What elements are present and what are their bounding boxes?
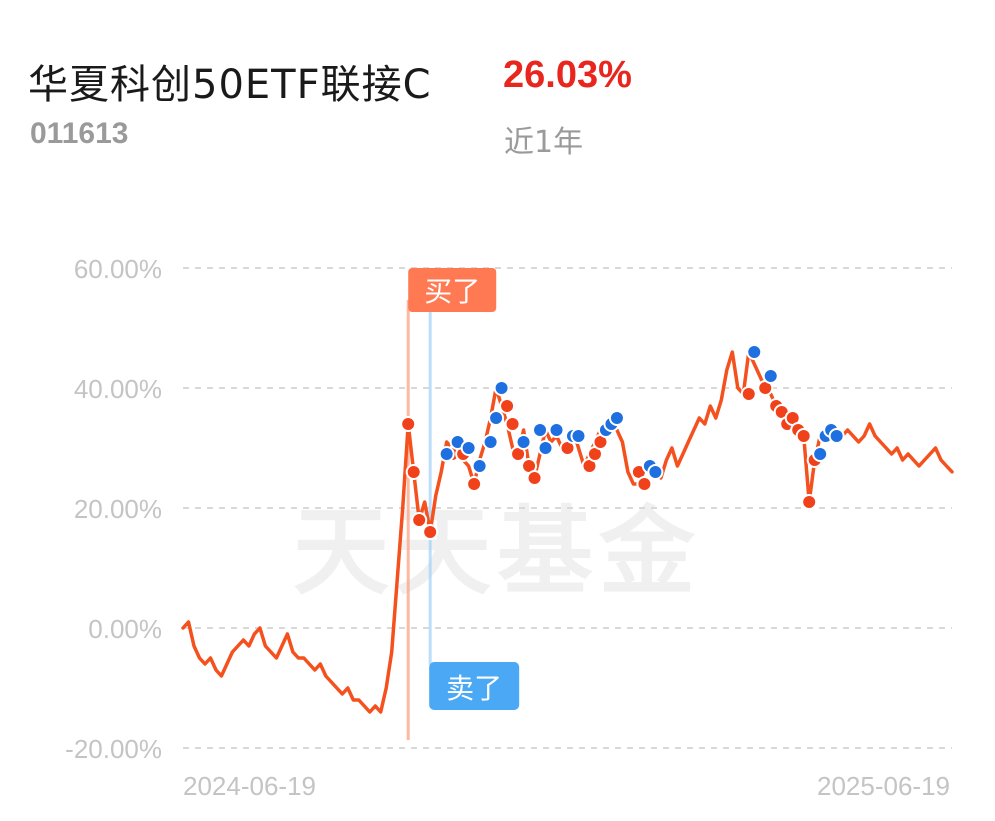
sell-point <box>438 446 455 462</box>
y-tick-label: 60.00% <box>74 254 162 284</box>
sell-point <box>570 428 587 444</box>
buy-point <box>801 494 818 510</box>
x-tick-label: 2025-06-19 <box>817 771 950 801</box>
sell-point <box>548 422 565 438</box>
y-tick-label: 40.00% <box>74 374 162 404</box>
sell-point <box>493 380 510 396</box>
sell-point <box>488 410 505 426</box>
sell-point <box>537 440 554 456</box>
buy-point <box>405 464 422 480</box>
buy-point <box>466 476 483 492</box>
sell-tag-label: 卖了 <box>446 672 502 705</box>
sell-point <box>471 458 488 474</box>
sell-point <box>762 368 779 384</box>
sell-point <box>647 464 664 480</box>
sell-point <box>482 434 499 450</box>
sell-point <box>532 422 549 438</box>
return-period: 近1年 <box>504 125 584 160</box>
y-tick-label: 0.00% <box>88 614 162 644</box>
buy-point <box>636 476 653 492</box>
buy-tag-label: 买了 <box>424 275 480 308</box>
buy-point <box>795 428 812 444</box>
buy-point <box>400 416 417 432</box>
sell-point <box>746 344 763 360</box>
buy-point <box>422 524 439 540</box>
sell-point <box>828 428 845 444</box>
fund-name: 华夏科创50ETF联接C <box>28 62 432 108</box>
buy-point <box>504 416 521 432</box>
y-tick-label: -20.00% <box>65 734 162 764</box>
return-value: 26.03% <box>503 54 632 96</box>
x-tick-label: 2024-06-19 <box>183 771 316 801</box>
y-tick-label: 20.00% <box>74 494 162 524</box>
watermark-text: 天天基金 <box>293 496 701 608</box>
buy-point <box>411 512 428 528</box>
fund-code: 011613 <box>30 117 129 150</box>
sell-point <box>515 434 532 450</box>
sell-tag <box>429 662 520 710</box>
buy-point <box>740 386 757 402</box>
sell-point <box>608 410 625 426</box>
buy-point <box>526 470 543 486</box>
sell-point <box>460 440 477 456</box>
buy-tag <box>408 268 497 312</box>
sell-point <box>812 446 829 462</box>
buy-point <box>499 398 516 414</box>
